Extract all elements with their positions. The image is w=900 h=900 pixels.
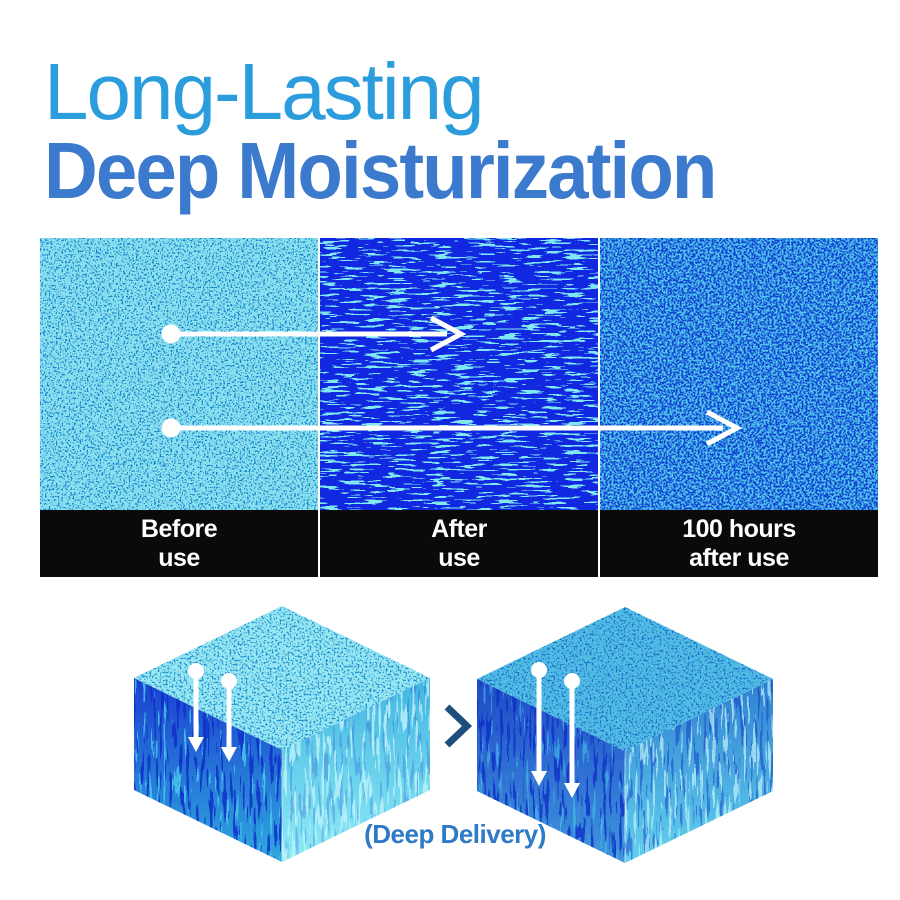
down-arrowhead-icon — [221, 747, 237, 762]
label-line: use — [158, 543, 200, 572]
label-line: After — [431, 514, 487, 543]
panel-100-hours: 100 hours after use — [600, 238, 878, 577]
label-bar-after: After use — [320, 510, 598, 577]
title-line-1: Long-Lasting — [44, 47, 485, 136]
penetration-arrows-deep — [531, 662, 580, 798]
label-line: 100 hours — [682, 514, 796, 543]
micrograph-after-image — [320, 238, 598, 510]
chevron-right-icon — [444, 704, 473, 748]
label-line: after use — [689, 543, 789, 572]
panel-before-use: Before use — [40, 238, 318, 577]
title-line-2: Deep Moisturization — [44, 126, 717, 215]
micrograph-100h-image — [600, 238, 878, 510]
page-title: Long-Lasting Deep Moisturization — [44, 47, 766, 215]
label-bar-100h: 100 hours after use — [600, 510, 878, 577]
down-arrowhead-icon — [188, 737, 204, 752]
panel-after-use: After use — [320, 238, 598, 577]
micrograph-before-image — [40, 238, 318, 510]
label-line: Before — [140, 514, 218, 543]
label-line: use — [438, 543, 480, 572]
label-bar-before: Before use — [40, 510, 318, 577]
penetration-arrows-shallow — [188, 663, 237, 762]
down-arrowhead-icon — [564, 783, 580, 798]
down-arrowhead-icon — [531, 771, 547, 786]
deep-delivery-caption: (Deep Delivery) — [364, 819, 546, 849]
